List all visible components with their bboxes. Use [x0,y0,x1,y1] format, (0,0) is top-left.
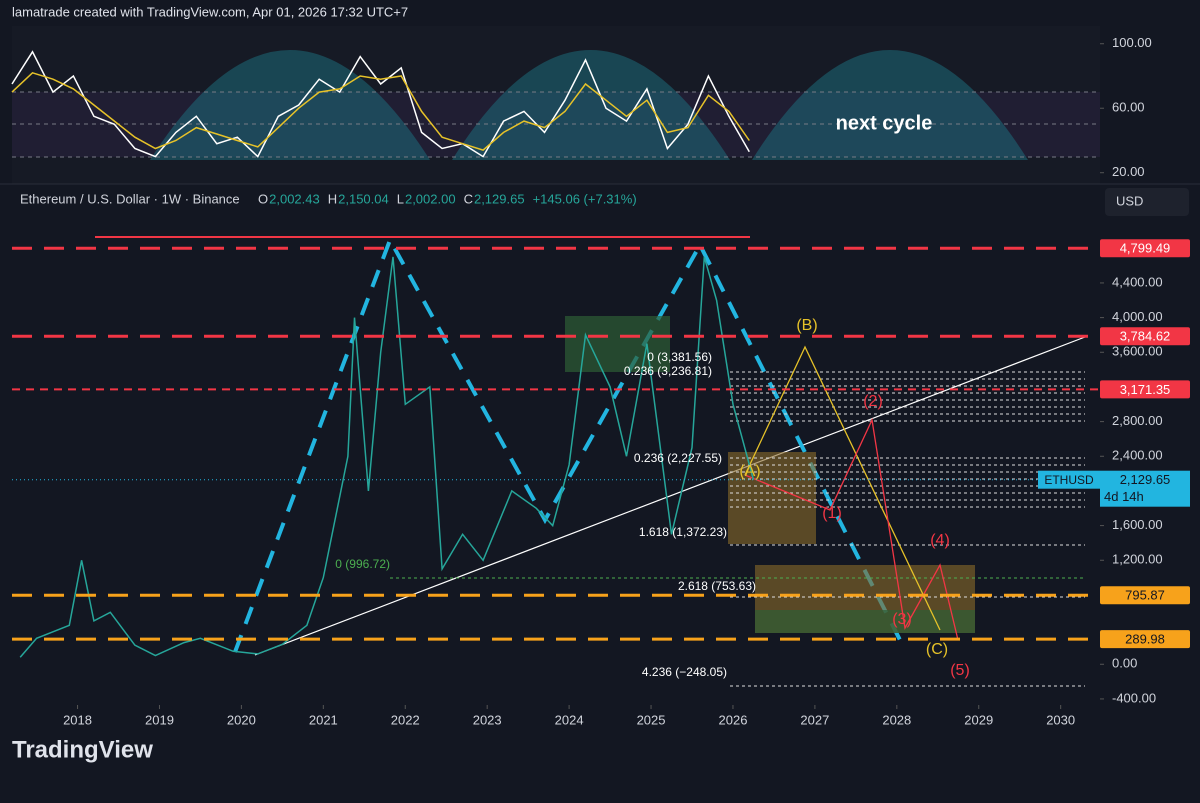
last-badge [1038,470,1100,489]
wave-label: (B) [796,317,817,334]
x-tick-label: 2029 [964,712,993,727]
credit: lamatrade created with TradingView.com, … [12,4,408,19]
ohlc-key: O [258,191,268,206]
series-line [19,256,755,658]
y-tick-label: -400.00 [1112,690,1156,705]
x-tick-label: 2025 [637,712,666,727]
level-label: 795.87 [1125,588,1165,603]
currency-button[interactable] [1105,188,1189,216]
x-tick-label: 2028 [882,712,911,727]
level-badge [1100,380,1190,399]
wave-label: (A) [739,463,760,480]
wave-label: (5) [950,662,970,679]
last-symbol: ETHUSD [1044,473,1094,487]
level-badge [1100,239,1190,258]
annotation: next cycle [836,112,933,134]
trendline [254,336,1086,656]
fib-label: 0.236 (3,236.81) [624,364,712,378]
x-tick-label: 2023 [473,712,502,727]
brand: TradingView [12,736,153,763]
x-tick-label: 2022 [391,712,420,727]
last-badge [1100,470,1190,507]
x-tick-label: 2020 [227,712,256,727]
y-tick-label: 0.00 [1112,656,1137,671]
ohlc-key: L [397,191,404,206]
last-countdown: 4d 14h [1104,489,1144,504]
wave-label: (2) [863,393,883,410]
ohlc-value: 2,129.65 [474,191,525,206]
y-tick-label: 100.00 [1112,35,1152,50]
y-tick-label: 3,600.00 [1112,344,1163,359]
last-label: 2,129.65 [1120,472,1171,487]
x-tick-label: 2019 [145,712,174,727]
change: +145.06 (+7.31%) [533,191,637,206]
series-line [11,71,750,151]
fib-label: 2.618 (753.63) [678,579,756,593]
cycle-domes [150,50,1028,160]
fib-label: 0 (3,381.56) [647,350,712,364]
y-tick-label: 1,600.00 [1112,517,1163,532]
currency[interactable]: USD [1116,193,1143,208]
y-tick-label: 20.00 [1112,164,1145,179]
zone [755,610,975,633]
projection-b [744,345,941,631]
chart-title: Ethereum / U.S. Dollar · 1W · Binance [20,191,240,206]
level-badge [1100,327,1190,346]
cycle-path [233,235,902,653]
series-line [11,50,750,158]
ohlc-value: 2,002.43 [269,191,320,206]
ohlc-value: 2,150.04 [338,191,389,206]
fib-label: 0.236 (2,227.55) [634,451,722,465]
y-tick-label: 4,400.00 [1112,274,1163,289]
ohlc-key: H [328,191,337,206]
wave-label: (3) [892,611,912,628]
fib-label: 0 (996.72) [335,557,390,571]
y-tick-label: 4,000.00 [1112,309,1163,324]
projection-w [744,417,959,641]
y-tick-label: 60.00 [1112,100,1145,115]
y-tick-label: 1,200.00 [1112,552,1163,567]
x-tick-label: 2018 [63,712,92,727]
wave-label: (1) [822,505,842,522]
level-label: 289.98 [1125,632,1165,647]
x-tick-label: 2030 [1046,712,1075,727]
y-tick-label: 2,800.00 [1112,413,1163,428]
level-badge [1100,586,1190,605]
fib-label: 1.618 (1,372.23) [639,525,727,539]
x-tick-label: 2024 [555,712,584,727]
level-badge [1100,630,1190,649]
x-tick-label: 2026 [719,712,748,727]
x-tick-label: 2021 [309,712,338,727]
x-tick-label: 2027 [800,712,829,727]
wave-label: (4) [930,532,950,549]
ohlc-key: C [464,191,473,206]
level-label: 3,784.62 [1120,329,1171,344]
level-label: 3,171.35 [1120,382,1171,397]
level-label: 4,799.49 [1120,241,1171,256]
y-tick-label: 2,400.00 [1112,448,1163,463]
ohlc-value: 2,002.00 [405,191,456,206]
fib-label: 4.236 (−248.05) [642,665,727,679]
wave-label: (C) [926,641,948,658]
